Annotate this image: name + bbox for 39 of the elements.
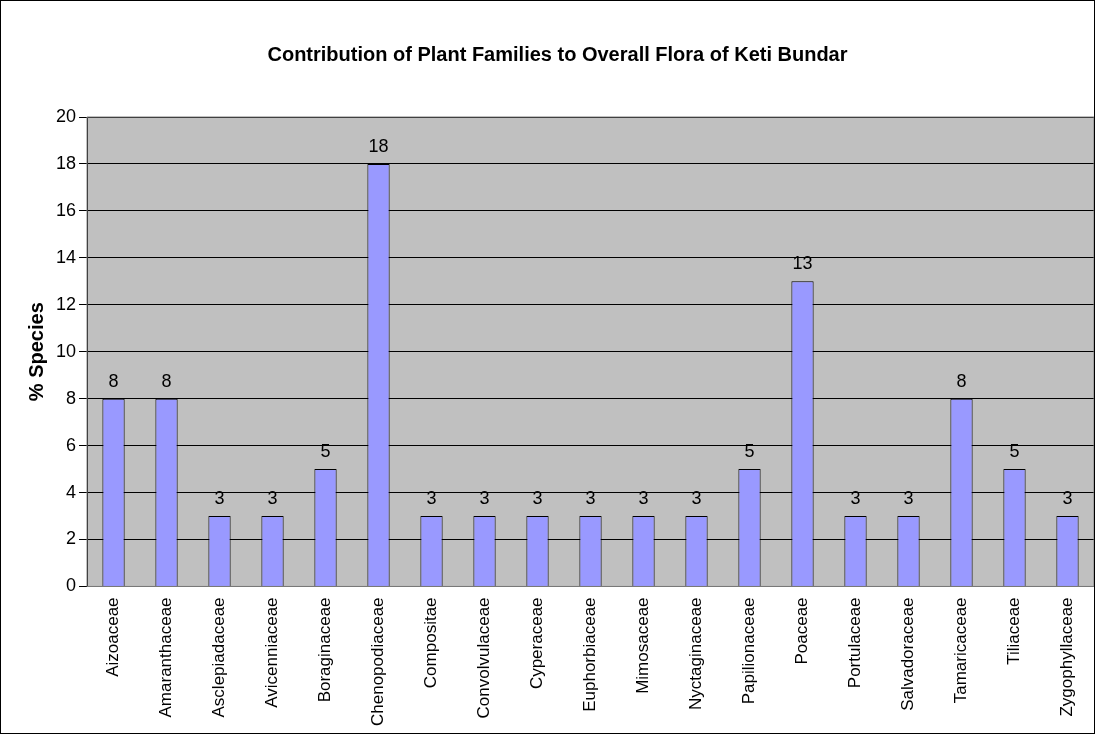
x-tick-label: Portulaceae xyxy=(845,597,865,689)
data-label: 8 xyxy=(108,370,119,391)
x-tick-label: Euphorbiaceae xyxy=(580,597,600,712)
y-tick-label: 16 xyxy=(55,199,77,220)
x-tick-label: Poaceae xyxy=(792,597,812,665)
x-tick-label: Cyperaceae xyxy=(527,597,547,690)
y-tick-label: 14 xyxy=(55,246,77,267)
x-tick-label: Avicenniaceae xyxy=(262,597,282,708)
chart-title: Contribution of Plant Families to Overall Flora of Keti Bundar xyxy=(267,42,848,65)
y-tick-label: 6 xyxy=(66,434,77,455)
x-tick-label: Convolvulaceae xyxy=(474,597,494,719)
x-tick-label: Salvadoraceae xyxy=(898,597,918,711)
x-tick-label: Asclepiadaceae xyxy=(209,597,229,718)
y-tick-label: 0 xyxy=(66,575,77,596)
y-tick-label: 10 xyxy=(55,340,77,361)
x-tick-label: Tiliaceae xyxy=(1004,597,1024,665)
data-label: 5 xyxy=(744,441,755,462)
x-tick-label: Nyctaginaceae xyxy=(686,597,706,710)
x-tick-label: Boraginaceae xyxy=(315,597,335,703)
x-tick-label: Papilionaceae xyxy=(739,597,759,705)
y-tick-label: 18 xyxy=(55,152,77,173)
data-label: 8 xyxy=(956,370,967,391)
x-tick-label: Amaranthaceae xyxy=(156,597,176,718)
y-tick-label: 12 xyxy=(55,293,77,314)
y-tick-label: 4 xyxy=(66,481,77,502)
data-label: 8 xyxy=(161,370,172,391)
x-tick-label: Aizoaceae xyxy=(103,597,123,677)
x-tick-label: Zygophyllaceae xyxy=(1057,597,1077,717)
y-tick-label: 2 xyxy=(66,528,77,549)
y-axis-title: % Species xyxy=(24,302,47,402)
y-tick-label: 20 xyxy=(55,105,77,126)
x-tick-label: Mimosaceae xyxy=(633,597,653,694)
data-label: 5 xyxy=(320,441,331,462)
x-tick-label: Compositae xyxy=(421,597,441,689)
y-tick-label: 8 xyxy=(66,387,77,408)
x-tick-label: Chenopodiaceae xyxy=(368,597,388,727)
x-tick-label: Tamaricaceae xyxy=(951,597,971,704)
data-label: 18 xyxy=(368,135,389,156)
data-label: 5 xyxy=(1009,441,1020,462)
